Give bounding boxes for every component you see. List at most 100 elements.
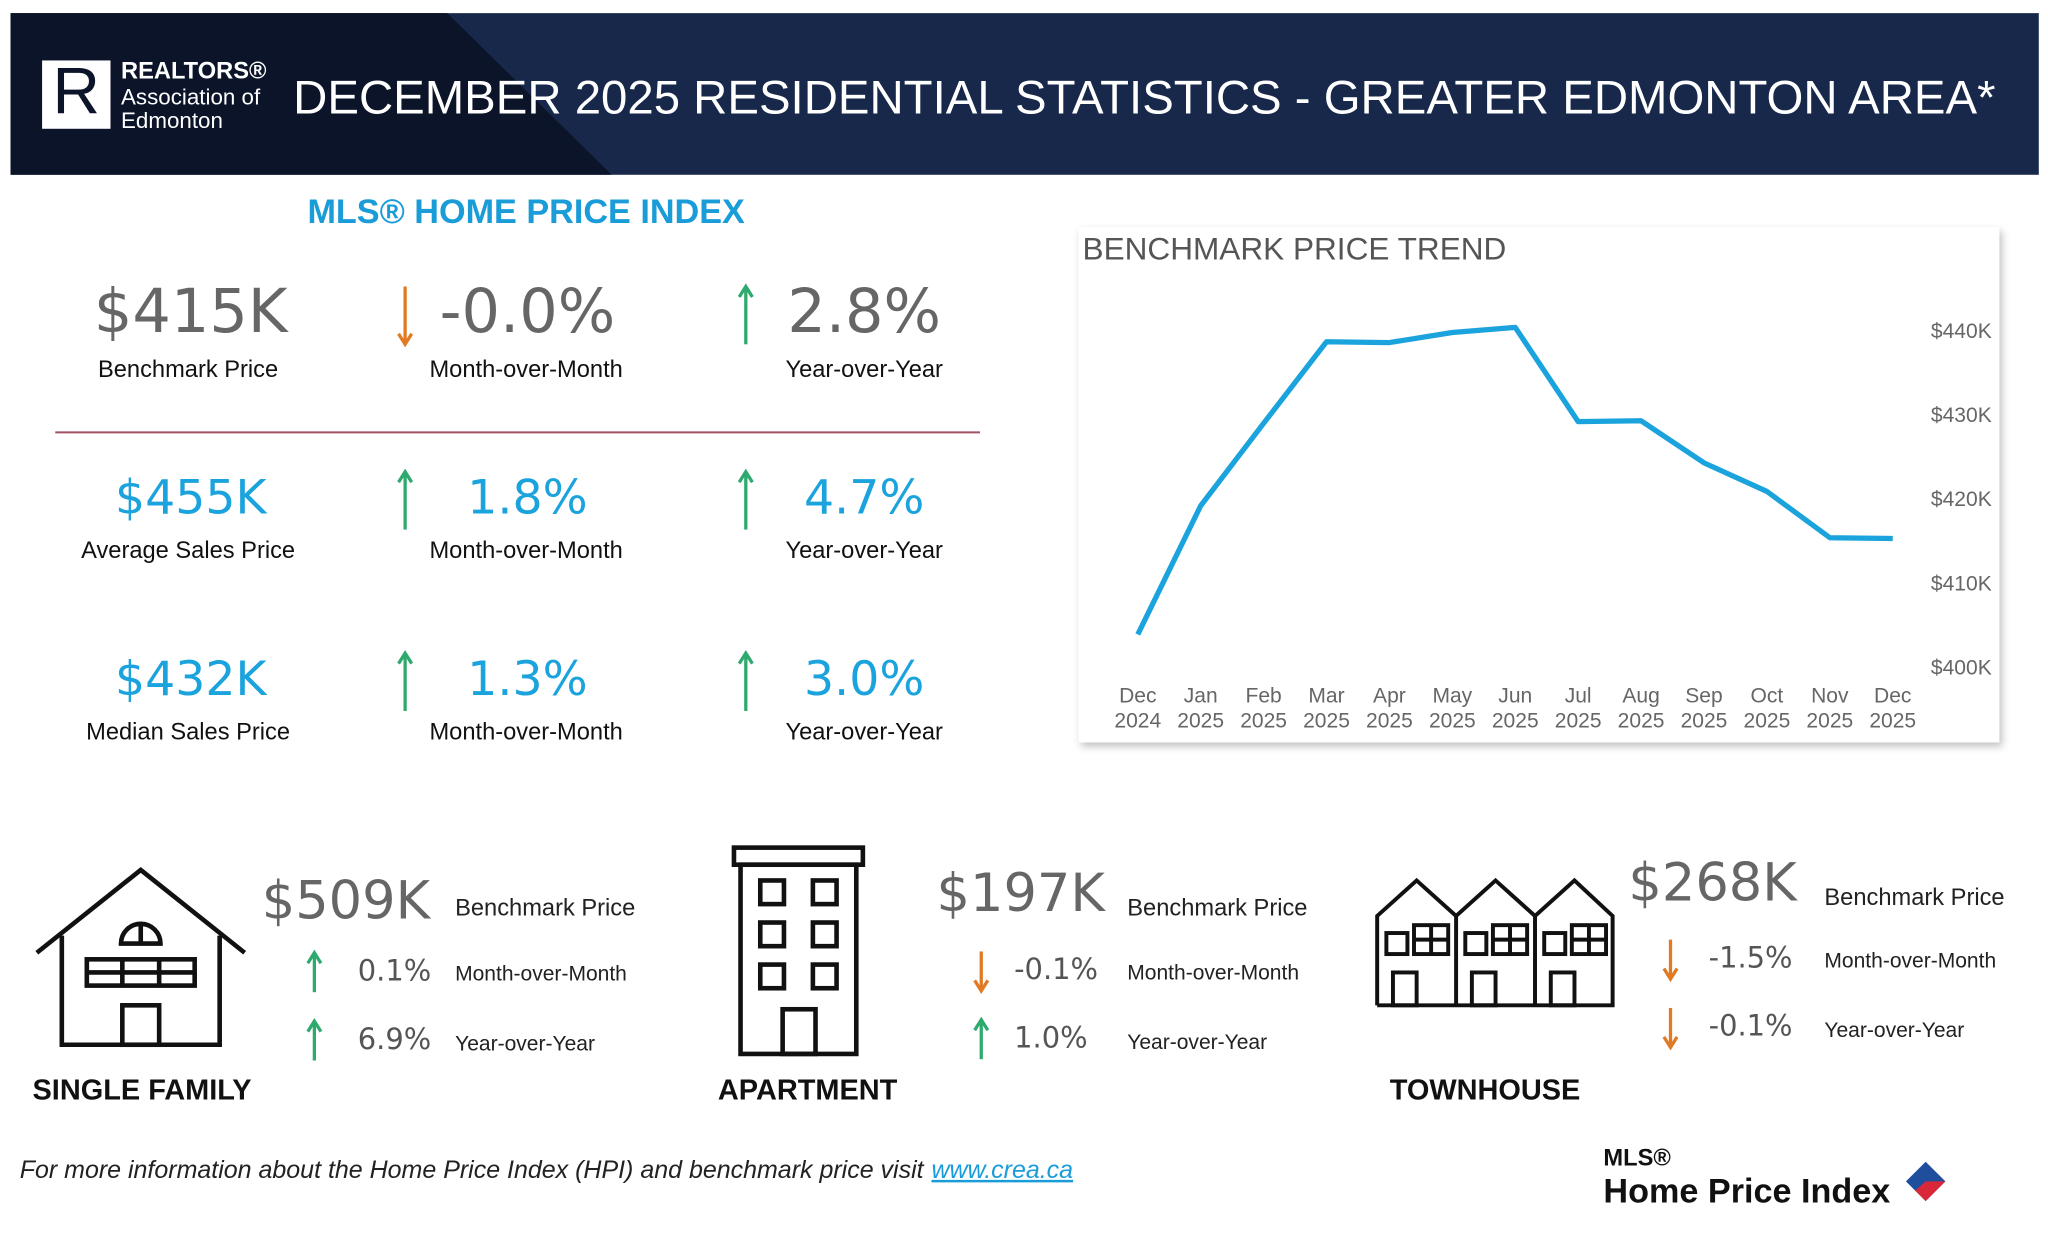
- stat-label: Year-over-Year: [785, 538, 943, 564]
- stat-value: 3.0%: [804, 652, 924, 707]
- x-tick-part: 2025: [1806, 709, 1853, 732]
- x-tick-label: May 2025: [1429, 684, 1476, 732]
- x-tick-part: Dec: [1119, 684, 1156, 707]
- x-tick-part: 2025: [1366, 709, 1413, 732]
- x-tick-part: 2025: [1555, 709, 1602, 732]
- type-price: $509K: [262, 871, 432, 932]
- type-change: -0.1%: [1709, 1009, 1793, 1043]
- x-tick-label: Oct 2025: [1744, 684, 1791, 732]
- type-change-label: Year-over-Year: [1127, 1031, 1267, 1054]
- x-tick-part: Feb: [1245, 684, 1281, 707]
- trend-arrow-head: [1662, 1035, 1679, 1051]
- stat-value: $432K: [115, 652, 269, 707]
- stat-label: Median Sales Price: [86, 720, 290, 746]
- type-change: 1.0%: [1014, 1020, 1087, 1054]
- type-name: APARTMENT: [718, 1075, 898, 1107]
- type-name: SINGLE FAMILY: [33, 1075, 252, 1107]
- x-tick-part: Jul: [1565, 684, 1592, 707]
- x-tick-part: Aug: [1622, 684, 1659, 707]
- footer-text: For more information about the Home Pric…: [20, 1155, 925, 1183]
- trend-arrow-head: [306, 1017, 323, 1033]
- stat-label: Month-over-Month: [429, 720, 622, 746]
- x-tick-part: 2025: [1492, 709, 1539, 732]
- x-tick-part: Apr: [1373, 684, 1406, 707]
- type-change: 6.9%: [358, 1022, 431, 1056]
- x-tick-part: Mar: [1308, 684, 1344, 707]
- type-name: TOWNHOUSE: [1390, 1075, 1581, 1107]
- logo-box: [42, 60, 111, 129]
- stat-value: $455K: [115, 471, 269, 526]
- x-tick-part: Jun: [1498, 684, 1532, 707]
- footer-logo-name: Home Price Index: [1603, 1172, 1890, 1210]
- y-tick-label: $440K: [1931, 320, 1992, 343]
- trend-arrow-head: [737, 283, 754, 298]
- type-change-label: Month-over-Month: [455, 963, 627, 986]
- footer-note: For more information about the Home Pric…: [20, 1155, 1073, 1183]
- townhouse-icon: [1375, 877, 1615, 1008]
- x-tick-part: Nov: [1811, 684, 1849, 707]
- x-tick-label: Jul 2025: [1555, 684, 1602, 732]
- type-change-label: Month-over-Month: [1824, 950, 1996, 973]
- trend-arrow-head: [306, 949, 323, 965]
- stat-label: Benchmark Price: [98, 357, 278, 383]
- y-tick-label: $400K: [1931, 656, 1992, 679]
- trend-line: [1135, 324, 1893, 636]
- x-tick-part: 2025: [1618, 709, 1665, 732]
- type-change: 0.1%: [358, 953, 431, 987]
- x-tick-label: Mar 2025: [1303, 684, 1350, 732]
- stat-label: Month-over-Month: [429, 538, 622, 564]
- x-tick-label: Dec 2025: [1869, 684, 1916, 732]
- x-tick-label: Sep 2025: [1681, 684, 1728, 732]
- trend-arrow-head: [973, 1016, 990, 1032]
- x-tick-part: 2025: [1869, 709, 1916, 732]
- x-tick-label: Jan 2025: [1177, 684, 1224, 732]
- house-icon: [35, 867, 247, 1048]
- brand: REALTORS®: [121, 59, 267, 85]
- stat-label: Year-over-Year: [785, 720, 943, 746]
- type-change-label: Month-over-Month: [1127, 961, 1299, 984]
- x-tick-part: May: [1432, 684, 1472, 707]
- trend-arrow-head: [737, 468, 754, 484]
- x-tick-label: Nov 2025: [1806, 684, 1853, 732]
- logo-r: R: [53, 53, 100, 127]
- type-price-label: Benchmark Price: [455, 896, 635, 922]
- x-tick-part: Dec: [1874, 684, 1911, 707]
- x-tick-label: Apr 2025: [1366, 684, 1413, 732]
- x-tick-part: 2025: [1429, 709, 1476, 732]
- trend-arrow-head: [397, 332, 414, 348]
- x-tick-label: Jun 2025: [1492, 684, 1539, 732]
- y-tick-label: $430K: [1931, 404, 1992, 427]
- x-tick-part: Sep: [1685, 684, 1722, 707]
- trend-arrow-head: [973, 979, 990, 994]
- type-price: $197K: [937, 863, 1107, 924]
- type-price-label: Benchmark Price: [1824, 885, 2004, 911]
- x-tick-part: Jan: [1184, 684, 1218, 707]
- header-dark: [10, 13, 612, 175]
- page-title: DECEMBER 2025 RESIDENTIAL STATISTICS - G…: [293, 72, 1995, 125]
- x-tick-part: Oct: [1751, 684, 1784, 707]
- chart-title: BENCHMARK PRICE TREND: [1083, 230, 1507, 266]
- x-tick-part: 2025: [1177, 709, 1224, 732]
- type-price-label: Benchmark Price: [1127, 896, 1307, 922]
- org-line: Association of: [121, 84, 261, 109]
- org-line: Edmonton: [121, 108, 223, 133]
- footer-link[interactable]: www.crea.ca: [931, 1155, 1073, 1183]
- x-tick-part: 2025: [1303, 709, 1350, 732]
- x-tick-part: 2025: [1744, 709, 1791, 732]
- section-title: MLS® HOME PRICE INDEX: [307, 193, 745, 231]
- x-tick-part: 2024: [1114, 709, 1161, 732]
- stat-label: Average Sales Price: [81, 538, 295, 564]
- x-tick-label: Feb 2025: [1240, 684, 1287, 732]
- stat-value: 1.3%: [467, 652, 587, 707]
- stat-value: 1.8%: [467, 471, 587, 526]
- type-change: -0.1%: [1014, 952, 1098, 986]
- stat-value: -0.0%: [440, 277, 616, 347]
- y-tick-label: $420K: [1931, 488, 1992, 511]
- type-change-label: Year-over-Year: [1824, 1019, 1964, 1042]
- stat-value: 4.7%: [804, 471, 924, 526]
- apartment-icon: [731, 845, 866, 1057]
- x-tick-label: Aug 2025: [1618, 684, 1665, 732]
- x-tick-part: 2025: [1240, 709, 1287, 732]
